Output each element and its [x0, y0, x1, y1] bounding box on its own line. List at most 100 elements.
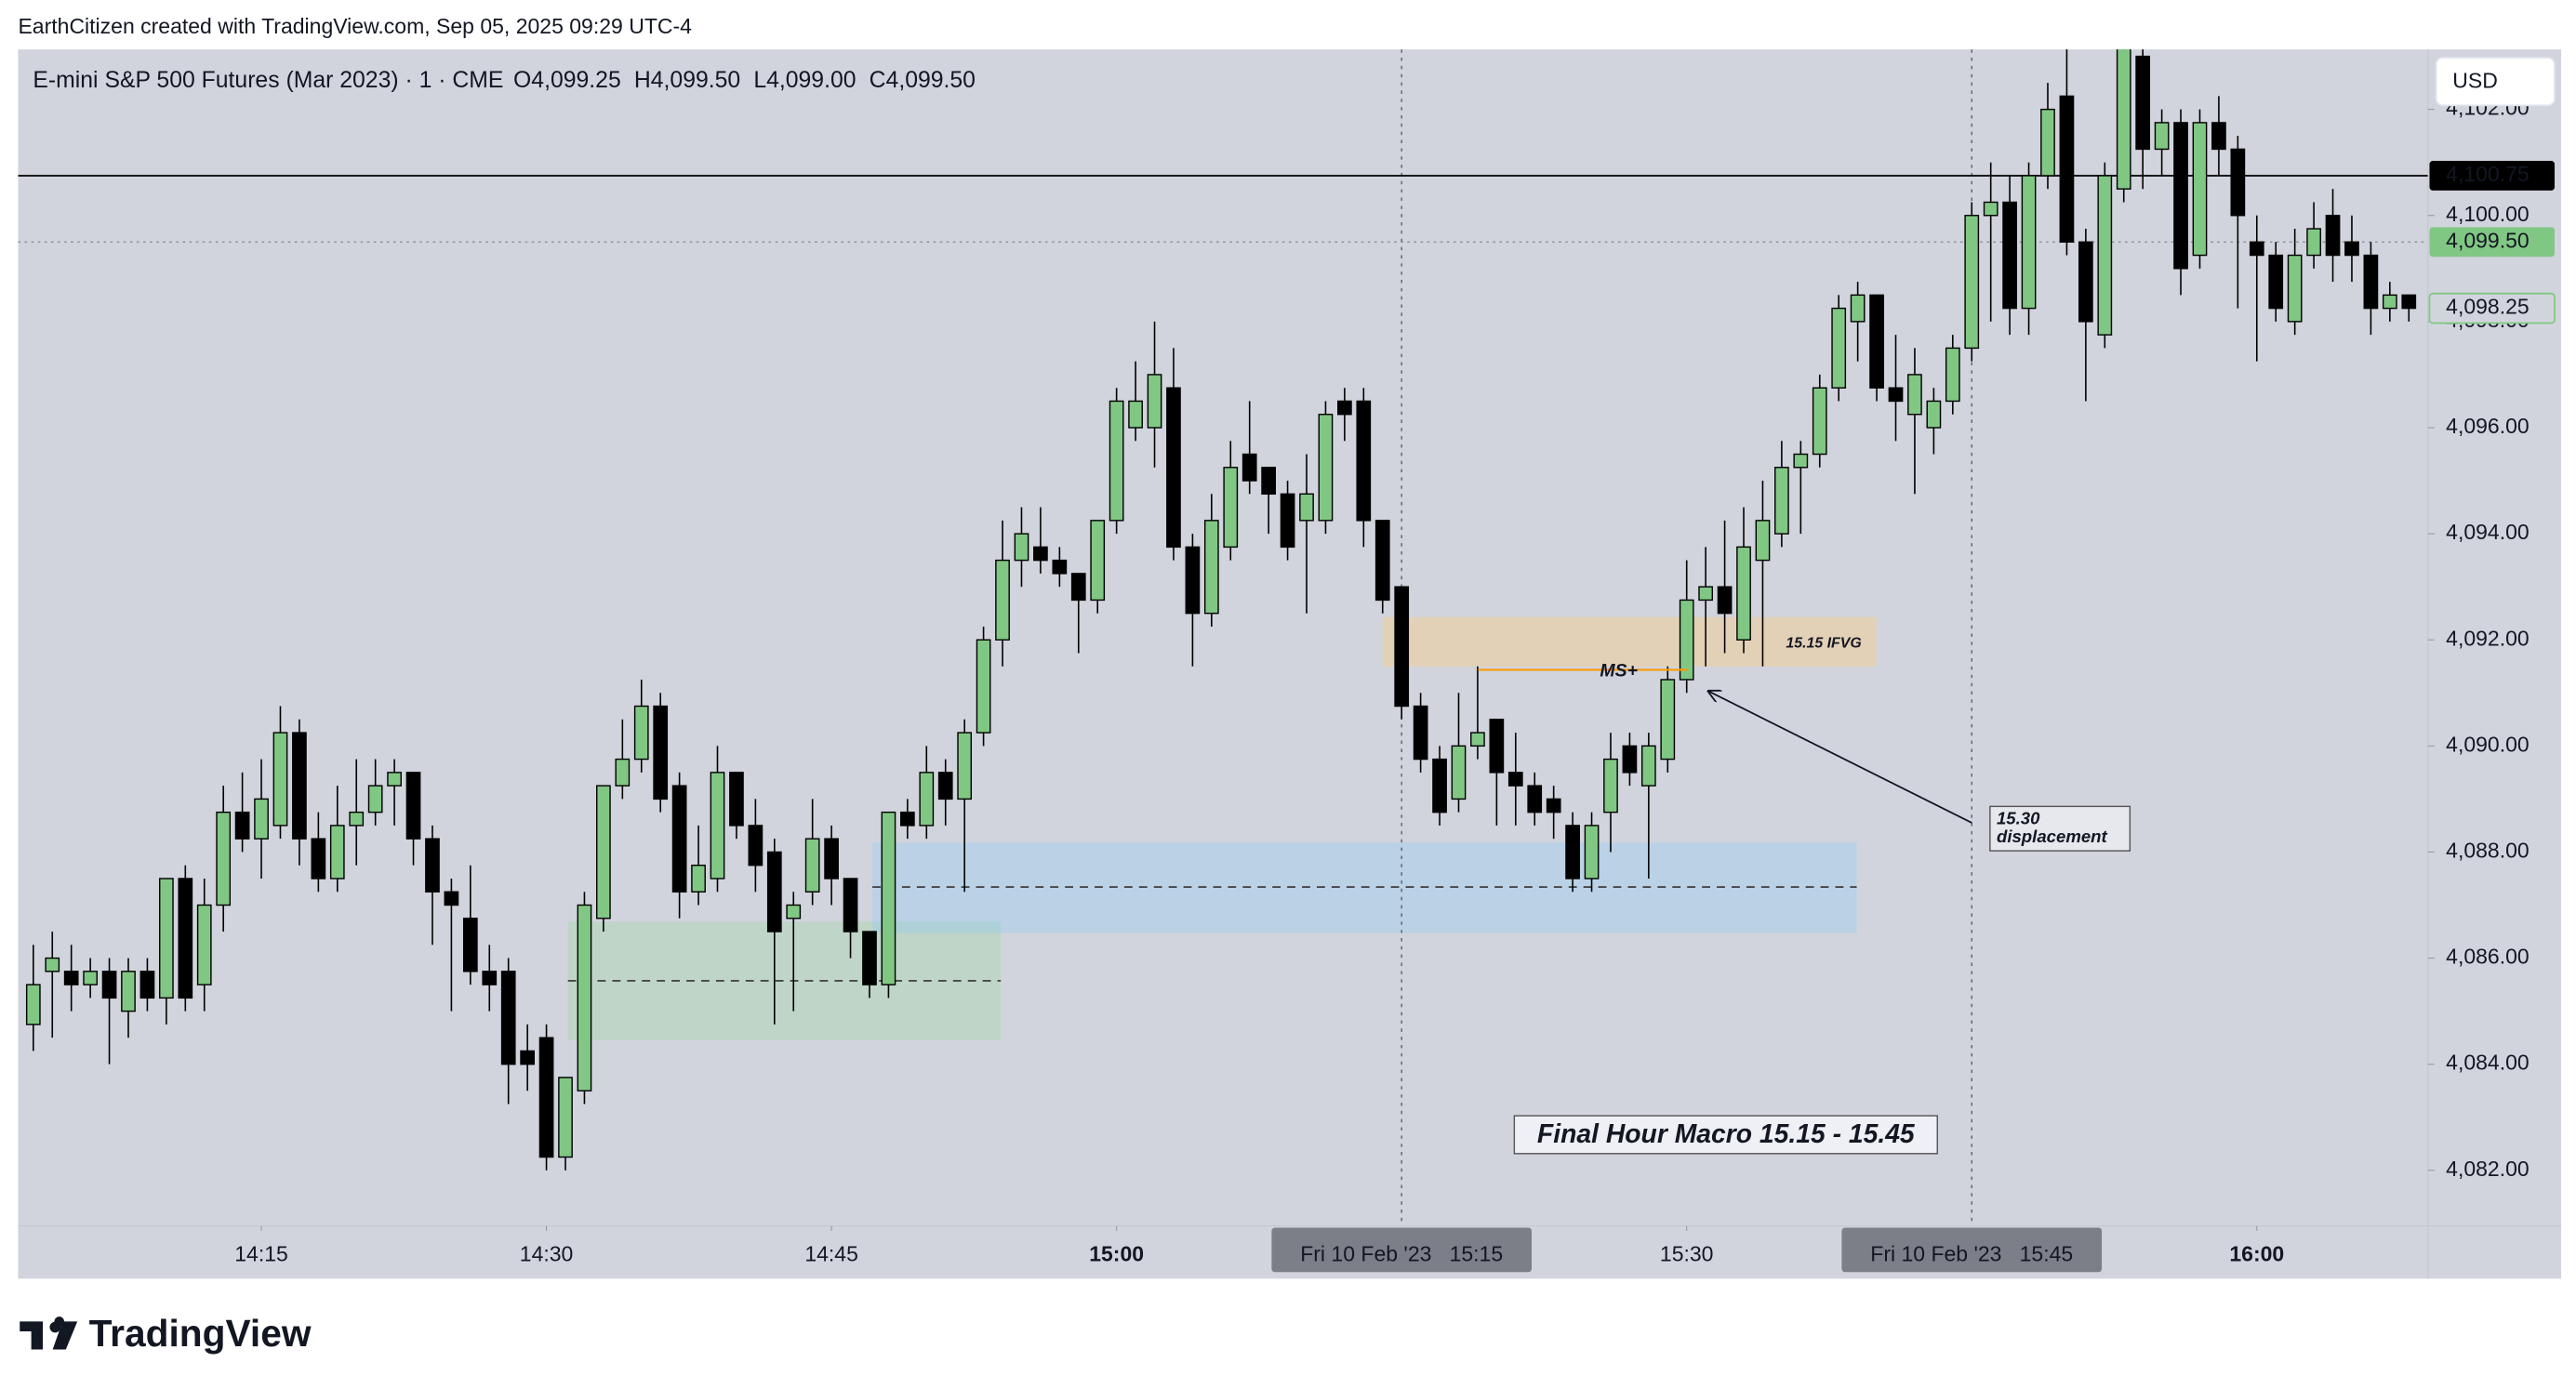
candle-body: [786, 904, 802, 919]
candle-body: [2154, 122, 2170, 151]
candle-body: [1374, 520, 1390, 602]
x-tick-label: 16:00: [2229, 1242, 2284, 1266]
candle-body: [2306, 228, 2321, 257]
candle-body: [1546, 798, 1561, 814]
candle-body: [1147, 374, 1162, 429]
candle-body: [2382, 294, 2397, 310]
candle-body: [1185, 546, 1201, 615]
candle-body: [691, 865, 706, 893]
candle-body: [748, 825, 764, 866]
candle-body: [1280, 493, 1295, 549]
candle-body: [272, 732, 288, 827]
candle-body: [1698, 586, 1714, 602]
candle-body: [2230, 148, 2246, 217]
candle-body: [824, 838, 839, 880]
y-tick-label: 4,090.00: [2446, 732, 2530, 756]
candle-body: [577, 904, 592, 1091]
macro-box: [1513, 1115, 1938, 1155]
candle-body: [2192, 122, 2208, 257]
candle-body: [2249, 241, 2264, 257]
candle-body: [937, 772, 953, 800]
candle-body: [83, 971, 98, 986]
candle-body: [1736, 546, 1751, 641]
symbol-title: E-mini S&P 500 Futures (Mar 2023) · 1 · …: [33, 67, 503, 92]
candle-body: [178, 878, 193, 999]
price-marker-box: [2428, 292, 2556, 324]
currency-button[interactable]: [2435, 57, 2556, 107]
candle-body: [1166, 387, 1181, 549]
x-tick-label: 14:30: [520, 1242, 574, 1266]
y-tick-label: 4,096.00: [2446, 414, 2530, 438]
arrow: [1708, 691, 1972, 824]
price-label-box: [2429, 227, 2555, 258]
candle-body: [710, 772, 725, 880]
currency-label[interactable]: USD: [2452, 69, 2498, 93]
candle-body: [1451, 745, 1467, 800]
candle-body: [596, 785, 611, 919]
candle-body: [2211, 122, 2226, 151]
candle-body: [919, 772, 935, 827]
candle-body: [957, 732, 973, 800]
x-tick-label: 14:15: [234, 1242, 288, 1266]
x-tick-label: 15:30: [1660, 1242, 1714, 1266]
candle-body: [1242, 453, 1257, 482]
candle-body: [2002, 201, 2017, 310]
price-label: 4,099.50: [2446, 228, 2530, 252]
candle-body: [1090, 520, 1106, 602]
candle-body: [216, 811, 232, 906]
price-label-box: [2429, 161, 2555, 191]
candle-body: [159, 878, 174, 999]
candle-body: [425, 838, 440, 893]
candle-body: [1679, 599, 1694, 681]
legend: E-mini S&P 500 Futures (Mar 2023) · 1 · …: [33, 67, 976, 92]
ohlc-value: H4,099.50: [634, 67, 740, 92]
candle-body: [976, 639, 991, 734]
candle-body: [1413, 705, 1428, 761]
candle-body: [862, 931, 877, 986]
candle-body: [1660, 679, 1676, 761]
candle-body: [101, 971, 117, 999]
candle-body: [1945, 347, 1960, 403]
ohlc-value: L4,099.00: [753, 67, 856, 92]
candle-body: [633, 705, 649, 761]
candle-body: [558, 1077, 573, 1158]
x-tick-label: 14:45: [804, 1242, 858, 1266]
candle-body: [1033, 546, 1048, 562]
candle-body: [2059, 95, 2075, 243]
candle-body: [1489, 719, 1505, 774]
candle-body: [995, 559, 1010, 641]
candle-body: [2135, 55, 2151, 151]
candle-body: [1432, 758, 1447, 814]
candle-body: [292, 732, 307, 840]
logo-mark: [49, 1321, 61, 1333]
y-tick-label: 4,092.00: [2446, 626, 2530, 650]
candle-body: [2401, 294, 2417, 310]
candle-body: [25, 984, 41, 1025]
ifvg-zone: [1382, 616, 1877, 667]
candle-body: [63, 971, 79, 986]
macro-label: Final Hour Macro 15.15 - 15.45: [1537, 1118, 1916, 1148]
candle-body: [2325, 215, 2341, 257]
candle-body: [766, 851, 782, 933]
candle-body: [1261, 467, 1276, 496]
candle-body: [843, 878, 858, 933]
candle-body: [804, 838, 820, 893]
candle-body: [462, 918, 478, 972]
logo: TradingView: [20, 1312, 312, 1355]
ohlc-value: O4,099.25: [513, 67, 621, 92]
candle-body: [2040, 108, 2055, 177]
crosshair-label-box: [1841, 1227, 2103, 1273]
candle-body: [729, 772, 744, 827]
displacement-label: displacement: [1997, 827, 2108, 846]
candle-body: [2097, 175, 2113, 336]
candle-body: [1888, 387, 1904, 403]
candle-body: [881, 811, 896, 986]
candle-body: [2363, 254, 2379, 310]
zones: [567, 616, 1877, 1040]
candle-body: [1793, 453, 1809, 469]
candle-body: [2078, 241, 2093, 323]
candle-body: [1755, 520, 1771, 562]
candle-body: [1070, 573, 1086, 602]
candle-body: [1603, 758, 1618, 814]
order-block-zone: [872, 842, 1857, 933]
